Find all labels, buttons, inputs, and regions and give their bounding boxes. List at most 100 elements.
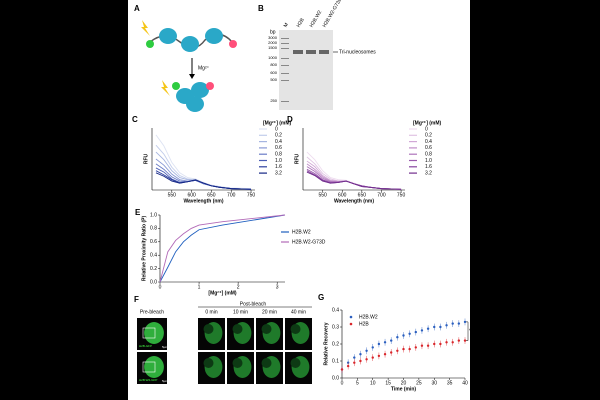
- point: [396, 336, 399, 339]
- point: [383, 341, 387, 344]
- roi-box: [142, 327, 156, 339]
- bleach-area: [290, 358, 301, 368]
- ladder-label: 250: [270, 98, 277, 103]
- point: [408, 332, 411, 335]
- point: [365, 349, 368, 352]
- gel-bands: [281, 38, 329, 102]
- point: [451, 341, 454, 344]
- panel-label: B: [258, 4, 264, 13]
- bleach-area: [203, 324, 214, 334]
- x-tick-label: 0: [159, 284, 162, 290]
- x-tick-label: 5: [356, 380, 359, 386]
- point: [414, 330, 417, 334]
- lane-label: H2B: [296, 17, 306, 29]
- ladder-label: 800: [270, 62, 277, 67]
- x-axis-label: Wavelength (nm): [334, 198, 374, 204]
- ladder-label: 600: [270, 70, 277, 75]
- nucleus: [144, 322, 164, 344]
- series-line: [159, 214, 286, 283]
- y-axis-label: Relative Recovery: [323, 322, 329, 365]
- point: [396, 349, 399, 352]
- significance-bracket: [466, 321, 469, 341]
- y-tick-label: 0.2: [150, 266, 157, 272]
- point: [445, 324, 448, 327]
- y-tick-label: 0.4: [150, 253, 157, 259]
- row-label: H2B-GFP: [139, 344, 152, 348]
- point: [451, 322, 454, 325]
- point: [439, 325, 442, 329]
- legend-label: H2B.W2: [359, 314, 378, 320]
- x-tick-label: 15: [385, 380, 391, 386]
- point: [402, 347, 405, 351]
- bleach-area: [290, 324, 301, 334]
- y-tick-label: 0.0: [150, 279, 157, 285]
- legend-label: 0.6: [425, 145, 432, 151]
- y-tick-label: 1.0: [150, 212, 157, 218]
- significance-label: *: [469, 329, 471, 335]
- x-tick-label: 10: [370, 380, 376, 386]
- panel-label: A: [134, 4, 140, 13]
- ladder-label: 1500: [268, 45, 278, 50]
- y-tick-label: 0.3: [332, 324, 339, 330]
- time-label: 40 min: [291, 309, 306, 315]
- legend-label: 0.8: [275, 152, 282, 158]
- point: [371, 356, 374, 359]
- x-tick-label: 600: [338, 192, 347, 198]
- point: [439, 342, 442, 346]
- roi-box: [142, 361, 156, 373]
- bleach-area: [232, 358, 243, 368]
- x-tick-label: 3: [276, 284, 279, 290]
- legend-label: H2B.W2: [292, 229, 311, 235]
- x-tick-label: 40: [462, 380, 468, 386]
- x-tick-label: 750: [397, 192, 406, 198]
- point: [433, 325, 436, 329]
- y-tick-label: 0.8: [150, 226, 157, 232]
- point: [457, 339, 461, 342]
- y-axis-label: RFU: [143, 153, 149, 164]
- x-tick-label: 25: [416, 380, 422, 386]
- ladder-label: 1000: [268, 55, 278, 60]
- point: [359, 359, 362, 363]
- x-axis-label: Wavelength (nm): [183, 198, 223, 204]
- panel-label: D: [287, 115, 293, 124]
- x-tick-label: 0: [341, 380, 344, 386]
- point: [390, 339, 393, 342]
- band-label: Tri-nucleosomes: [339, 49, 376, 55]
- legend-label: 0.2: [275, 133, 282, 139]
- y-tick-label: 0.2: [332, 341, 339, 347]
- legend-label: 0: [425, 126, 428, 132]
- y-tick-label: 0.4: [332, 307, 339, 313]
- x-tick-label: 750: [247, 192, 256, 198]
- nucleosome-diagram: [141, 20, 237, 112]
- legend-label: 1.6: [425, 164, 432, 170]
- legend-label: H2B.W2-G73D: [292, 239, 326, 245]
- bleach-area: [261, 358, 272, 368]
- legend-label: 0.6: [275, 145, 282, 151]
- x-tick-label: 1: [198, 284, 201, 290]
- row-label: H2B.W2-GFP: [139, 378, 157, 382]
- x-tick-label: 550: [168, 192, 177, 198]
- point: [377, 354, 381, 358]
- legend-label: 0: [275, 126, 278, 132]
- bleach-area: [203, 358, 214, 368]
- legend-label: H2B: [359, 321, 369, 327]
- lane-label: M: [283, 22, 290, 29]
- scale-label: 5μm: [162, 345, 168, 349]
- point: [340, 368, 344, 371]
- point: [426, 344, 430, 347]
- y-tick-label: 0.6: [150, 239, 157, 245]
- point: [420, 329, 424, 332]
- ladder-label: 2000: [268, 40, 278, 45]
- point: [445, 341, 448, 344]
- panel-label: E: [135, 208, 141, 217]
- legend-label: 3.2: [425, 170, 432, 176]
- y-axis-label: Relative Proximity Ratio (P): [141, 216, 147, 282]
- bleach-area: [232, 324, 243, 334]
- legend-label: 1.6: [275, 164, 282, 170]
- legend-label: 0.8: [425, 152, 432, 158]
- point: [463, 320, 467, 324]
- point: [365, 358, 368, 361]
- y-tick-label: 0.0: [332, 375, 339, 381]
- gel: [279, 30, 333, 110]
